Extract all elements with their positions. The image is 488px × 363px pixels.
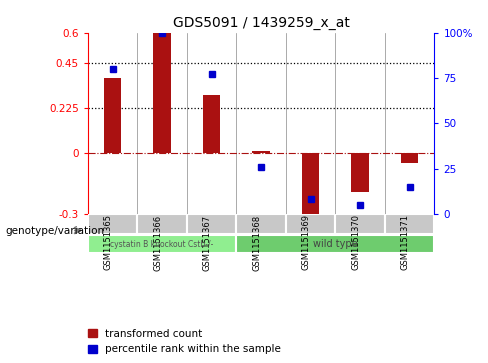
FancyBboxPatch shape: [236, 215, 286, 233]
Text: GSM1151370: GSM1151370: [351, 215, 360, 270]
Bar: [302, 154, 319, 221]
Bar: [203, 95, 220, 154]
Text: GSM1151365: GSM1151365: [103, 215, 113, 270]
Text: GSM1151368: GSM1151368: [252, 215, 261, 270]
FancyBboxPatch shape: [88, 215, 137, 233]
FancyBboxPatch shape: [236, 235, 434, 253]
Bar: [351, 154, 369, 192]
Text: GSM1151367: GSM1151367: [203, 215, 212, 270]
Bar: [153, 33, 171, 154]
FancyBboxPatch shape: [286, 215, 335, 233]
Legend: transformed count, percentile rank within the sample: transformed count, percentile rank withi…: [88, 329, 281, 354]
FancyBboxPatch shape: [385, 215, 434, 233]
FancyBboxPatch shape: [137, 215, 187, 233]
FancyBboxPatch shape: [88, 235, 236, 253]
Text: GSM1151366: GSM1151366: [153, 215, 162, 270]
Bar: [104, 78, 121, 154]
FancyBboxPatch shape: [187, 215, 236, 233]
Text: cystatin B knockout Cstb-/-: cystatin B knockout Cstb-/-: [110, 240, 214, 249]
Text: GSM1151369: GSM1151369: [302, 215, 310, 270]
Bar: [401, 154, 418, 163]
FancyBboxPatch shape: [335, 215, 385, 233]
Text: wild type: wild type: [313, 239, 358, 249]
Text: genotype/variation: genotype/variation: [5, 225, 104, 236]
Bar: [252, 151, 270, 154]
Title: GDS5091 / 1439259_x_at: GDS5091 / 1439259_x_at: [173, 16, 349, 30]
Text: GSM1151371: GSM1151371: [401, 215, 409, 270]
